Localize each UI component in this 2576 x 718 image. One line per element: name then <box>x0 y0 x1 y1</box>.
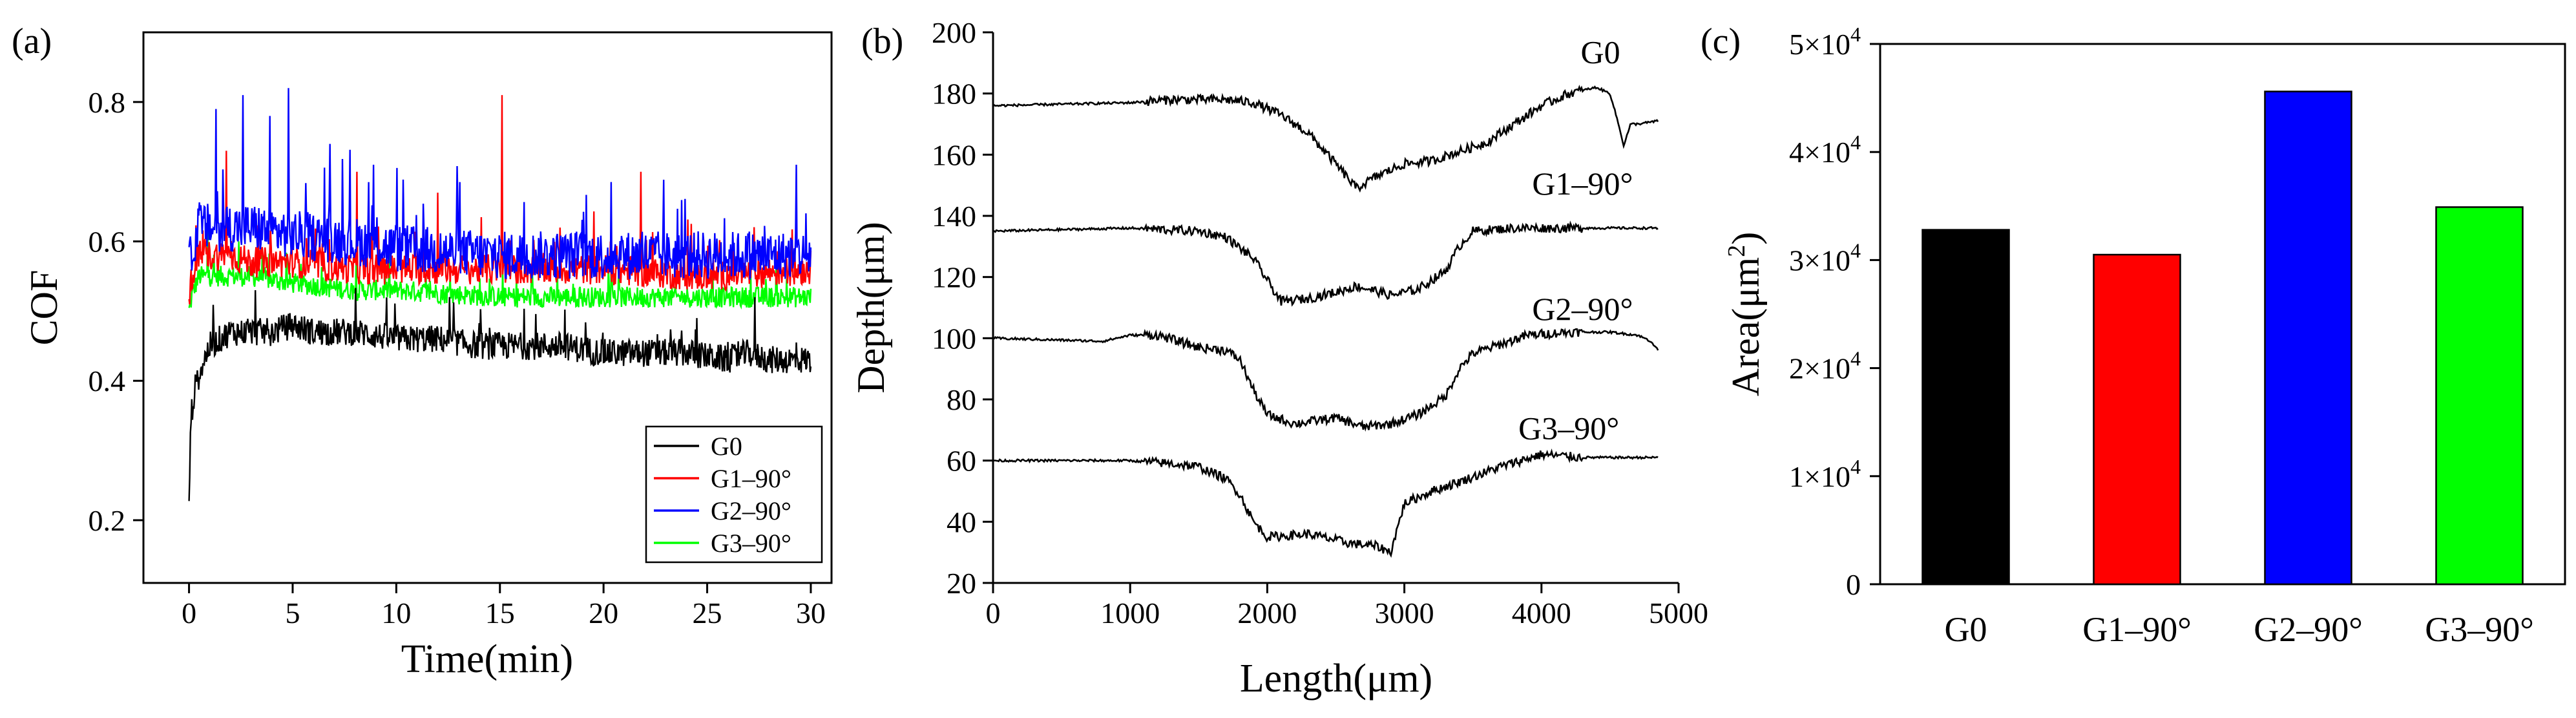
panel-b-xtick-label: 2000 <box>1237 597 1297 629</box>
panel-b-ytick-label: 140 <box>932 200 976 233</box>
panel-b-ytick-label: 80 <box>947 383 976 416</box>
panel-a-xtick-label: 5 <box>285 597 300 629</box>
panel-a: (a) 0 5 10 15 20 25 30 0.2 0.4 0.6 0.8 COF Time(mi… <box>12 21 833 681</box>
panel-c-bar <box>2093 253 2181 586</box>
panel-a-legend-box <box>645 425 823 564</box>
panel-a-ylabel: COF <box>23 270 65 346</box>
panel-b-ytick-label: 100 <box>932 322 976 355</box>
panel-c-ytick-label: 1×104 <box>1789 455 1861 493</box>
panel-c-category-label: G1–90° <box>2082 610 2192 649</box>
panel-c-ytick-label: 0 <box>1846 568 1861 601</box>
panel-a-series-line-1 <box>188 95 812 305</box>
panel-b-xtick-label: 4000 <box>1512 597 1571 629</box>
panel-b-ytick-label: 180 <box>932 78 976 111</box>
panel-a-series <box>188 88 812 502</box>
panel-c: (c) G0 G1–90° G2–90° G3–90° 0 1×104 2×104 3×10… <box>1701 21 2566 649</box>
panel-a-series-line-3 <box>188 227 812 310</box>
panel-b-profile-label: G1–90° <box>1532 165 1633 202</box>
panel-b-profile-label: G2–90° <box>1532 291 1633 327</box>
panel-b-ytick-label: 160 <box>932 138 976 171</box>
panel-b-xtick-label: 3000 <box>1375 597 1434 629</box>
panel-c-category-label: G3–90° <box>2425 610 2534 649</box>
panel-c-bar <box>2435 206 2524 586</box>
panel-a-ytick-label: 0.2 <box>89 504 126 537</box>
panel-a-axes: 0 5 10 15 20 25 30 0.2 0.4 0.6 0.8 <box>89 86 826 629</box>
panel-b-xtick-label: 5000 <box>1649 597 1708 629</box>
panel-b-ytick-label: 60 <box>947 445 976 478</box>
panel-b: (b) G0 G1–90° G2–90° G3–90° 0 1000 2000 3000 40… <box>850 16 1708 701</box>
panel-a-xtick-label: 10 <box>381 597 411 629</box>
panel-b-ytick-label: 120 <box>932 261 976 294</box>
panel-c-axes: 0 1×104 2×104 3×104 4×104 5×104 <box>1789 23 1880 601</box>
panel-a-ytick-label: 0.4 <box>89 364 126 397</box>
panel-a-legend-label: G0 <box>711 432 742 461</box>
panel-b-profile-line-1 <box>992 220 1659 307</box>
panel-c-plot-frame <box>1879 43 2566 586</box>
panel-b-xlabel: Length(μm) <box>1240 657 1432 701</box>
panel-a-plot-frame <box>142 31 833 584</box>
panel-a-xtick-label: 15 <box>485 597 515 629</box>
panel-c-ytick-label: 2×104 <box>1789 347 1861 385</box>
panel-b-series: G0 G1–90° G2–90° G3–90° <box>992 34 1659 558</box>
panel-a-legend-label: G2–90° <box>711 496 791 525</box>
panel-a-xtick-label: 20 <box>589 597 618 629</box>
panel-c-category-label: G2–90° <box>2254 610 2363 649</box>
panel-a-legend-label: G3–90° <box>711 529 791 558</box>
panel-b-ytick-label: 20 <box>947 567 976 600</box>
panel-a-legend: G0 G1–90° G2–90° G3–90° <box>645 425 823 564</box>
panel-a-series-line-0 <box>188 288 812 502</box>
panel-b-ytick-label: 200 <box>932 16 976 49</box>
panel-b-profile-line-2 <box>992 327 1659 432</box>
panel-a-ytick-label: 0.6 <box>89 226 126 259</box>
panel-a-ytick-label: 0.8 <box>89 86 126 119</box>
panel-b-profile-line-3 <box>992 449 1659 558</box>
panel-b-profile-label: G3–90° <box>1518 410 1619 447</box>
panel-c-tag: (c) <box>1701 21 1741 61</box>
panel-c-ylabel: Area(μm2) <box>1723 232 1767 396</box>
panel-c-bars: G0 G1–90° G2–90° G3–90° <box>1922 90 2534 649</box>
panel-a-xtick-label: 30 <box>796 597 826 629</box>
panel-c-ylabel-main: Area(μm <box>1724 257 1767 396</box>
panel-b-xtick-label: 1000 <box>1100 597 1160 629</box>
panel-b-tag: (b) <box>861 21 903 61</box>
panel-b-ylabel: Depth(μm) <box>850 222 892 393</box>
panel-a-xlabel: Time(min) <box>401 637 573 681</box>
panel-b-axes: 0 1000 2000 3000 4000 5000 20 40 60 80 100 120 140 16… <box>932 16 1708 629</box>
panel-b-ytick-label: 40 <box>947 505 976 538</box>
panel-b-xtick-label: 0 <box>986 597 1001 629</box>
panel-c-ytick-label: 4×104 <box>1789 131 1861 169</box>
panel-c-ytick-label: 5×104 <box>1789 23 1861 61</box>
panel-a-legend-label: G1–90° <box>711 464 791 493</box>
panel-c-category-label: G0 <box>1945 610 1987 649</box>
panel-b-profile-line-0 <box>992 85 1659 193</box>
panel-a-xtick-label: 0 <box>182 597 196 629</box>
panel-a-xtick-label: 25 <box>693 597 722 629</box>
panel-c-ytick-label: 3×104 <box>1789 238 1861 277</box>
panel-a-tag: (a) <box>12 21 52 61</box>
panel-c-ylabel-close: ) <box>1724 232 1767 245</box>
panel-c-ylabel-sup: 2 <box>1723 245 1750 257</box>
panel-c-bar <box>1922 229 2010 586</box>
panel-b-profile-label: G0 <box>1580 34 1620 70</box>
panel-a-series-line-2 <box>188 88 812 280</box>
panel-c-bar <box>2264 90 2352 586</box>
